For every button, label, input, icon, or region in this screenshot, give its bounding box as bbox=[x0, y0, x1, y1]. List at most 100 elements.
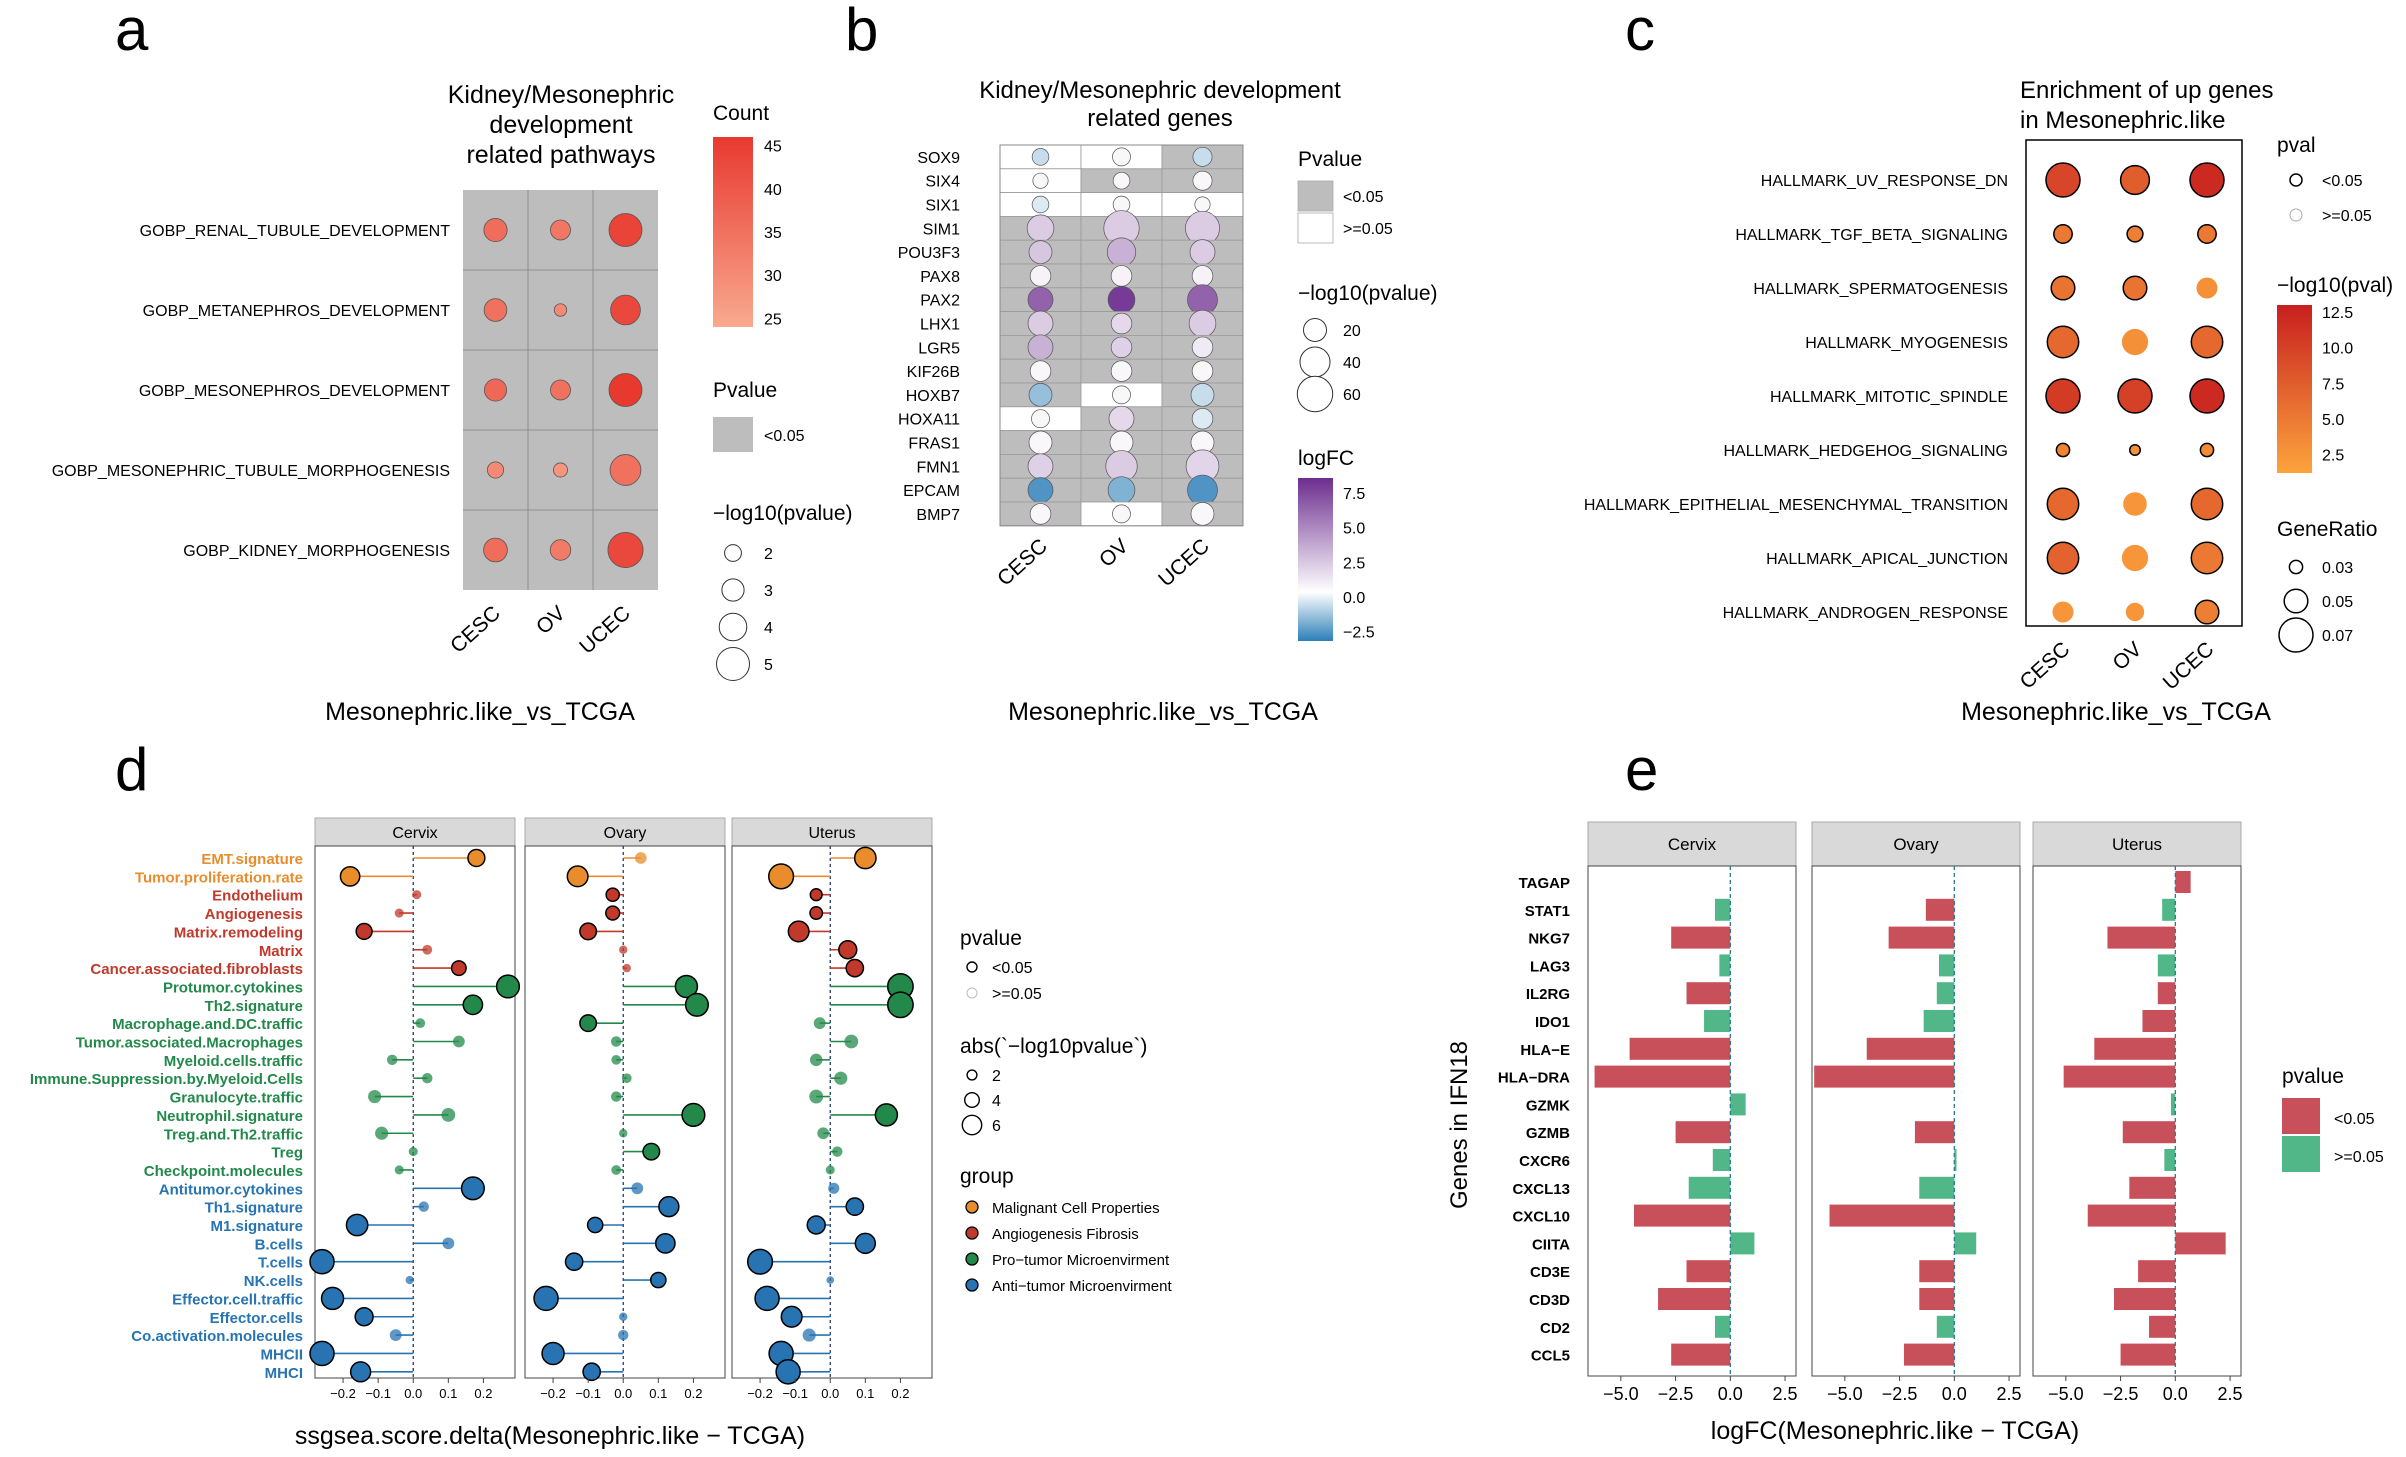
lollipop-point bbox=[582, 1362, 602, 1382]
lollipop-point bbox=[845, 958, 865, 978]
lollipop-point bbox=[415, 1018, 426, 1029]
bar-mark bbox=[1938, 954, 1955, 977]
legend-label: <0.05 bbox=[2322, 173, 2363, 190]
bar-mark bbox=[1714, 1315, 1731, 1338]
dot-mark bbox=[1112, 147, 1131, 167]
dot-mark bbox=[2197, 224, 2217, 244]
lollipop-point bbox=[854, 1232, 877, 1255]
facet-label: Uterus bbox=[808, 825, 855, 842]
legend-label: >=0.05 bbox=[2334, 1149, 2384, 1166]
gene-label: STAT1 bbox=[1525, 903, 1570, 920]
dot-mark bbox=[608, 213, 643, 247]
dot-mark bbox=[2125, 602, 2145, 622]
signature-label: Effector.cells bbox=[210, 1310, 303, 1327]
chart-title-line: related genes bbox=[1087, 105, 1232, 132]
dot-mark bbox=[2190, 325, 2224, 359]
bar-mark bbox=[1730, 1232, 1755, 1255]
gene-label: PAX2 bbox=[920, 293, 960, 310]
bar-mark bbox=[1925, 898, 1955, 921]
bar-mark bbox=[1688, 1176, 1731, 1199]
bar-mark bbox=[1919, 1260, 1955, 1283]
legend-label: 0.05 bbox=[2322, 594, 2353, 611]
lollipop-point bbox=[418, 1201, 429, 1212]
lollipop-point bbox=[564, 1252, 584, 1272]
x-tick-label: 0.1 bbox=[856, 1386, 874, 1401]
dot-mark bbox=[1110, 265, 1133, 287]
signature-label: Macrophage.and.DC.traffic bbox=[112, 1016, 303, 1033]
x-tick-label: CESC bbox=[993, 534, 1052, 590]
legend-title: group bbox=[960, 1165, 1014, 1188]
y-axis-title: Genes in IFN18 bbox=[1446, 1041, 1473, 1209]
bar-mark bbox=[1814, 1065, 1955, 1088]
lollipop-point bbox=[579, 1014, 598, 1033]
signature-label: Tumor.proliferation.rate bbox=[135, 869, 303, 886]
lollipop-point bbox=[809, 1053, 823, 1067]
x-axis-title: Mesonephric.like_vs_TCGA bbox=[1008, 698, 1318, 726]
dot-mark bbox=[1191, 265, 1214, 287]
pvalue-key bbox=[1297, 180, 1334, 212]
gene-label: LGR5 bbox=[918, 340, 960, 357]
legend-label: >=0.05 bbox=[992, 986, 1042, 1003]
x-tick-label: −0.2 bbox=[540, 1386, 566, 1401]
logfc-colorbar bbox=[1298, 478, 1333, 641]
row-label: HALLMARK_MYOGENESIS bbox=[1805, 335, 2008, 352]
bar-mark bbox=[1704, 1010, 1731, 1032]
lollipop-point bbox=[642, 1142, 661, 1161]
signature-label: Treg.and.Th2.traffic bbox=[164, 1126, 303, 1143]
signature-label: Treg bbox=[271, 1145, 303, 1162]
signature-label: NK.cells bbox=[244, 1273, 303, 1290]
legend-label: <0.05 bbox=[992, 960, 1033, 977]
legend-label: Anti−tumor Microenvirment bbox=[992, 1278, 1172, 1295]
bar-mark bbox=[2175, 1232, 2226, 1255]
dot-mark bbox=[1190, 502, 1215, 526]
ratio-key-circle bbox=[2283, 588, 2309, 614]
ratio-key-circle bbox=[2288, 559, 2304, 575]
dot-mark bbox=[1189, 239, 1216, 265]
x-tick-label: 0.1 bbox=[649, 1386, 667, 1401]
lollipop-point bbox=[844, 1034, 859, 1049]
signature-label: Matrix bbox=[259, 943, 304, 960]
x-tick-label: UCEC bbox=[1154, 534, 1214, 591]
x-tick-label: −5.0 bbox=[1827, 1384, 1863, 1404]
bar-mark bbox=[2162, 898, 2176, 921]
dot-mark bbox=[1027, 286, 1054, 313]
x-tick-label: 0.0 bbox=[1942, 1384, 1967, 1404]
x-tick-label: 0.0 bbox=[614, 1386, 632, 1401]
lollipop-point bbox=[622, 963, 631, 973]
x-tick-label: −2.5 bbox=[2103, 1384, 2139, 1404]
panel-letter-d: d bbox=[115, 736, 148, 803]
lollipop-point bbox=[605, 887, 621, 903]
row-label: GOBP_METANEPHROS_DEVELOPMENT bbox=[143, 303, 451, 320]
legend-title: pval bbox=[2277, 134, 2316, 157]
lollipop-point bbox=[394, 908, 404, 918]
bar-mark bbox=[1719, 954, 1731, 977]
dot-mark bbox=[483, 217, 508, 243]
legend-label: 4 bbox=[992, 1093, 1001, 1110]
lollipop-point bbox=[386, 1054, 398, 1066]
gene-label: NKG7 bbox=[1528, 931, 1570, 948]
lollipop-point bbox=[768, 863, 795, 890]
bar-mark bbox=[2157, 954, 2176, 977]
dot-mark bbox=[2199, 442, 2215, 458]
x-tick-label: 0.2 bbox=[684, 1386, 702, 1401]
x-axis-title: Mesonephric.like_vs_TCGA bbox=[325, 698, 635, 726]
legend-title: −log10(pval) bbox=[2277, 274, 2393, 297]
lollipop-point bbox=[825, 1165, 835, 1175]
bar-mark bbox=[1888, 926, 1955, 949]
group-key-circle bbox=[965, 1226, 979, 1240]
bar-mark bbox=[1919, 1288, 1955, 1310]
legend-label: <0.05 bbox=[2334, 1111, 2375, 1128]
group-key-circle bbox=[965, 1200, 979, 1214]
x-tick-label: −0.2 bbox=[747, 1386, 773, 1401]
lollipop-point bbox=[619, 1312, 628, 1321]
dot-mark bbox=[2045, 378, 2081, 414]
bar-mark bbox=[1914, 1121, 1955, 1144]
pvalue-key bbox=[713, 417, 753, 452]
dot-mark bbox=[1027, 477, 1054, 503]
bar-mark bbox=[2120, 1343, 2176, 1366]
signature-label: B.cells bbox=[255, 1236, 303, 1253]
colorbar-tick-label: 5.0 bbox=[1343, 521, 1365, 538]
signature-label: Matrix.remodeling bbox=[174, 924, 303, 941]
lollipop-point bbox=[375, 1126, 389, 1140]
row-label: HALLMARK_EPITHELIAL_MESENCHYMAL_TRANSITI… bbox=[1584, 497, 2008, 514]
